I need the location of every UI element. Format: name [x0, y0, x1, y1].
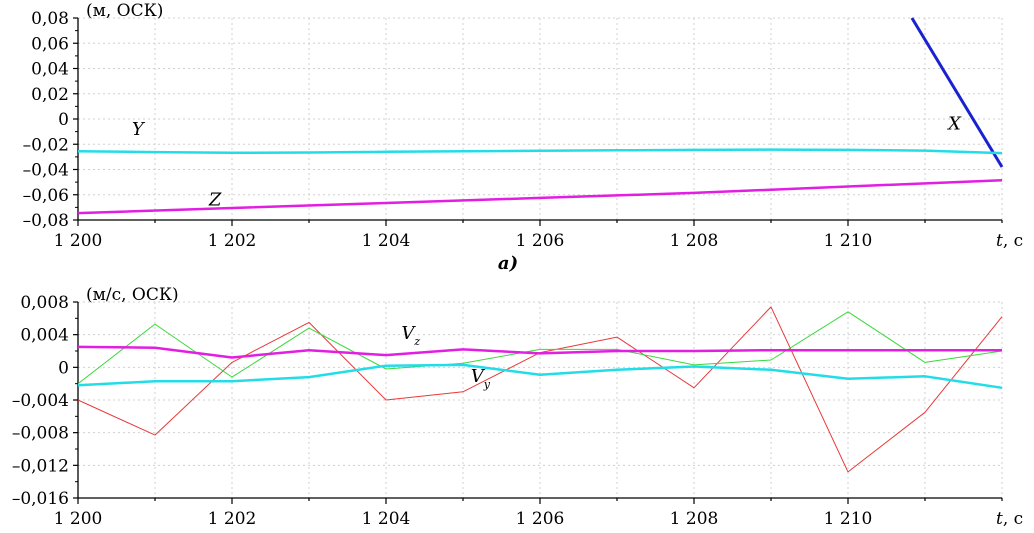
- y-tick-label: 0,02: [31, 85, 69, 105]
- y-tick-label: 0,04: [31, 60, 69, 80]
- x-tick-label: 1 210: [824, 509, 873, 529]
- x-tick-label: 1 206: [516, 231, 565, 251]
- x-tick-label: 1 202: [208, 231, 257, 251]
- y-tick-label: –0,004: [12, 391, 69, 411]
- x-axis-label-unit: , с: [1003, 509, 1023, 529]
- x-tick-label: 1 200: [54, 509, 103, 529]
- x-axis-label: t, с: [996, 509, 1023, 529]
- y-tick-label: –0,02: [23, 135, 69, 155]
- x-axis-label-unit: , с: [1003, 231, 1023, 251]
- x-tick-label: 1 204: [362, 231, 411, 251]
- y-tick-label: 0,08: [31, 9, 69, 29]
- x-axis-label-var: t: [996, 231, 1003, 251]
- series-line-Vz: [77, 345, 1002, 359]
- x-tick-label: 1 208: [670, 509, 719, 529]
- y-tick-label: –0,08: [23, 211, 69, 231]
- y-tick-label: –0,016: [12, 489, 69, 509]
- x-tick-label: 1 210: [824, 231, 873, 251]
- x-tick-label: 1 200: [54, 231, 103, 251]
- series-line-noise-1: [77, 311, 1003, 385]
- grid: [78, 301, 1003, 498]
- series-label-Y: Y: [132, 119, 146, 140]
- x-tick-label: 1 206: [516, 509, 565, 529]
- x-axis-label: t, с: [996, 231, 1023, 251]
- chart-1: 0,080,060,040,020–0,02–0,04–0,06–0,081 2…: [23, 1, 1024, 251]
- y-tick-label: –0,06: [23, 186, 69, 206]
- y-tick-label: 0,004: [20, 326, 69, 346]
- y-tick-label: 0,06: [31, 34, 69, 54]
- unit-label: (м/с, ОСК): [86, 285, 179, 305]
- series-line-Z: [77, 178, 1003, 215]
- unit-label: (м, ОСК): [86, 1, 163, 21]
- y-tick-label: 0: [58, 110, 69, 130]
- y-tick-label: 0,008: [20, 293, 69, 313]
- series-label-Vz: Vz: [401, 323, 420, 348]
- series-line-Y: [77, 148, 1003, 155]
- y-tick-label: –0,04: [23, 161, 69, 181]
- y-tick-label: –0,008: [12, 424, 69, 444]
- series-label-X: X: [946, 114, 962, 135]
- series-label-Vy: Vy: [471, 366, 491, 391]
- series-line-X: [910, 17, 1004, 168]
- grid: [78, 17, 1003, 220]
- x-tick-label: 1 202: [208, 509, 257, 529]
- x-tick-label: 1 208: [670, 231, 719, 251]
- x-tick-label: 1 204: [362, 509, 411, 529]
- y-tick-label: 0: [58, 358, 69, 378]
- y-tick-label: –0,012: [12, 456, 69, 476]
- series-label-Z: Z: [208, 189, 222, 210]
- x-axis-label-var: t: [996, 509, 1003, 529]
- figure-caption: а): [498, 253, 518, 274]
- series-line-Vy: [77, 363, 1003, 390]
